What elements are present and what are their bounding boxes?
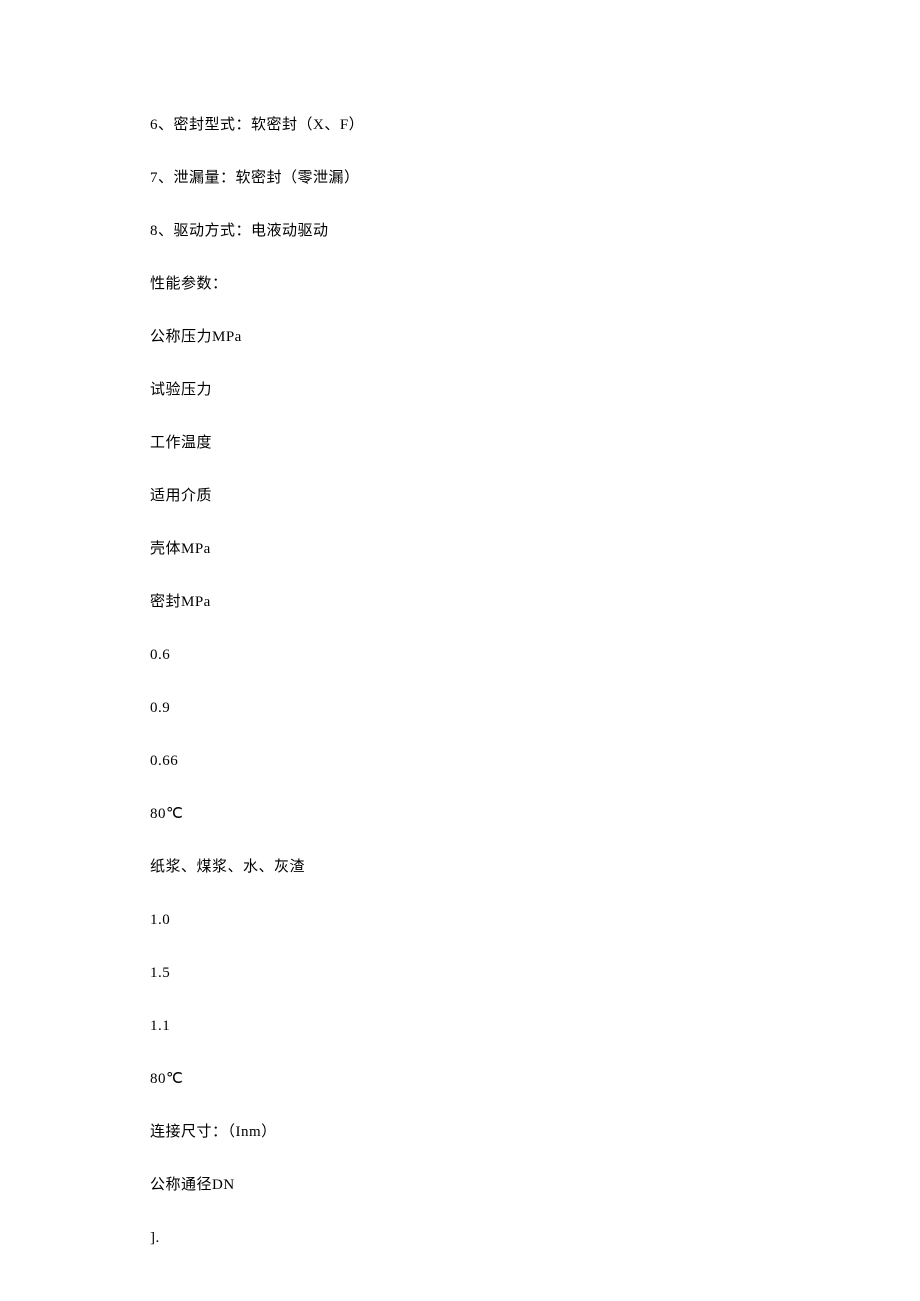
text-line-15: 纸浆、煤浆、水、灰渣 xyxy=(150,857,770,878)
text-line-4: 性能参数： xyxy=(150,274,770,295)
text-line-12: 0.9 xyxy=(150,698,770,719)
text-line-1: 6、密封型式：软密封（X、F） xyxy=(150,115,770,136)
text-line-2: 7、泄漏量：软密封（零泄漏） xyxy=(150,168,770,189)
text-line-6: 试验压力 xyxy=(150,380,770,401)
text-line-21: 公称通径DN xyxy=(150,1175,770,1196)
text-line-18: 1.1 xyxy=(150,1016,770,1037)
text-line-10: 密封MPa xyxy=(150,592,770,613)
text-line-3: 8、驱动方式：电液动驱动 xyxy=(150,221,770,242)
text-line-7: 工作温度 xyxy=(150,433,770,454)
text-line-22: ]. xyxy=(150,1228,770,1249)
text-line-17: 1.5 xyxy=(150,963,770,984)
text-line-13: 0.66 xyxy=(150,751,770,772)
text-line-16: 1.0 xyxy=(150,910,770,931)
text-line-11: 0.6 xyxy=(150,645,770,666)
text-line-8: 适用介质 xyxy=(150,486,770,507)
text-line-5: 公称压力MPa xyxy=(150,327,770,348)
text-line-14: 80℃ xyxy=(150,804,770,825)
text-line-20: 连接尺寸：（Inm） xyxy=(150,1122,770,1143)
text-line-9: 壳体MPa xyxy=(150,539,770,560)
text-line-19: 80℃ xyxy=(150,1069,770,1090)
